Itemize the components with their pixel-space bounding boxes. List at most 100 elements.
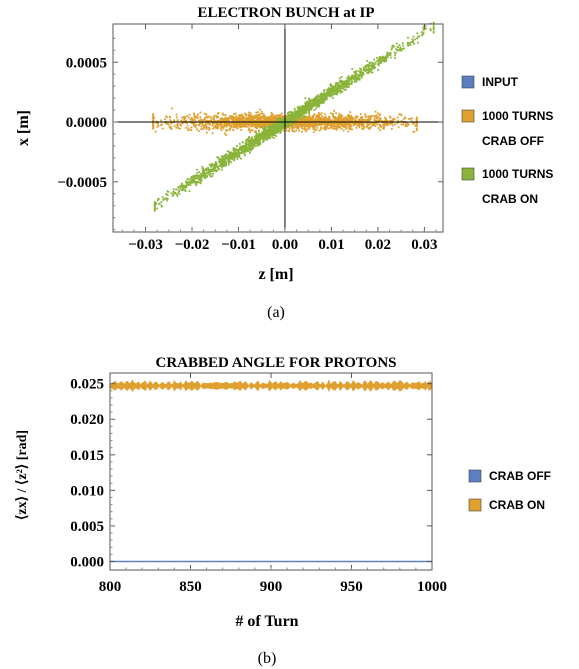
data-point	[309, 122, 312, 125]
panel-b-ticks: 800 850 900 950 10000.0000.0050.0100.0150.02…	[70, 373, 447, 595]
data-point	[400, 114, 403, 117]
data-point	[305, 104, 308, 107]
data-point	[312, 105, 315, 107]
data-point	[396, 122, 399, 125]
data-point	[388, 120, 391, 122]
data-point	[238, 154, 241, 157]
data-point	[227, 161, 230, 164]
data-point	[257, 111, 259, 113]
data-point	[339, 121, 341, 124]
data-point	[315, 102, 318, 104]
data-point	[297, 123, 300, 125]
data-point	[367, 68, 370, 71]
data-point	[308, 99, 311, 102]
data-point	[383, 125, 386, 128]
data-point	[348, 116, 350, 118]
data-point	[367, 69, 369, 72]
data-point	[264, 122, 267, 125]
data-point	[193, 174, 196, 177]
data-point	[319, 119, 322, 122]
data-point	[302, 124, 305, 127]
data-point	[323, 89, 326, 91]
data-point	[422, 32, 425, 35]
data-point	[203, 127, 206, 129]
data-point	[386, 51, 389, 54]
data-point	[291, 128, 294, 131]
data-point	[361, 72, 364, 75]
data-point	[215, 162, 218, 165]
data-point	[157, 202, 160, 205]
data-point	[313, 125, 316, 128]
data-point	[293, 119, 295, 122]
data-point	[330, 93, 333, 96]
x-tick-label: 900	[260, 579, 283, 595]
data-point	[397, 48, 399, 51]
data-point	[205, 120, 208, 122]
data-point	[300, 130, 303, 133]
data-point	[304, 112, 307, 115]
data-point	[245, 146, 248, 149]
data-point	[181, 122, 184, 125]
data-point	[381, 124, 384, 126]
data-point	[203, 172, 206, 175]
data-point	[327, 90, 330, 93]
data-point	[357, 119, 360, 122]
data-point	[312, 126, 314, 128]
data-point	[412, 122, 414, 125]
data-point	[259, 108, 261, 111]
data-point	[261, 127, 264, 130]
data-point	[338, 116, 341, 119]
data-point	[220, 155, 223, 158]
data-point	[364, 119, 367, 122]
data-point	[406, 43, 409, 46]
data-point	[311, 118, 313, 120]
data-point	[373, 115, 375, 117]
data-point	[175, 113, 178, 116]
data-point	[346, 84, 349, 87]
data-point	[328, 95, 330, 97]
data-point	[386, 55, 389, 58]
data-point	[301, 127, 304, 130]
data-point	[232, 125, 234, 128]
data-point	[187, 127, 190, 130]
data-point	[192, 177, 195, 180]
data-point	[304, 125, 307, 128]
data-point	[288, 111, 291, 113]
data-point	[173, 124, 176, 127]
data-point	[322, 123, 325, 126]
data-point	[390, 48, 393, 51]
data-point	[415, 122, 418, 125]
series-band	[109, 560, 433, 563]
data-point	[246, 149, 249, 152]
data-point	[414, 38, 417, 41]
data-point	[176, 195, 179, 198]
data-point	[321, 97, 324, 100]
data-point	[373, 122, 376, 125]
data-point	[388, 52, 391, 55]
data-point	[254, 114, 257, 117]
data-point	[293, 122, 296, 125]
data-point	[258, 140, 261, 143]
data-point	[173, 119, 176, 122]
data-point	[288, 122, 291, 125]
data-point	[212, 118, 215, 121]
data-point	[186, 184, 189, 186]
data-point	[407, 43, 410, 45]
data-point	[327, 119, 330, 122]
data-point	[374, 66, 377, 69]
data-point	[360, 76, 363, 79]
data-point	[239, 145, 242, 148]
data-point	[332, 124, 335, 127]
data-point	[201, 168, 204, 171]
data-point	[241, 123, 244, 126]
data-point	[288, 119, 291, 122]
data-point	[252, 142, 255, 145]
data-point	[367, 127, 370, 130]
data-point	[382, 58, 384, 60]
data-point	[359, 67, 361, 70]
data-point	[201, 128, 204, 131]
data-point	[215, 164, 217, 167]
data-point	[293, 117, 296, 120]
data-point	[329, 121, 332, 124]
data-point	[366, 125, 368, 128]
